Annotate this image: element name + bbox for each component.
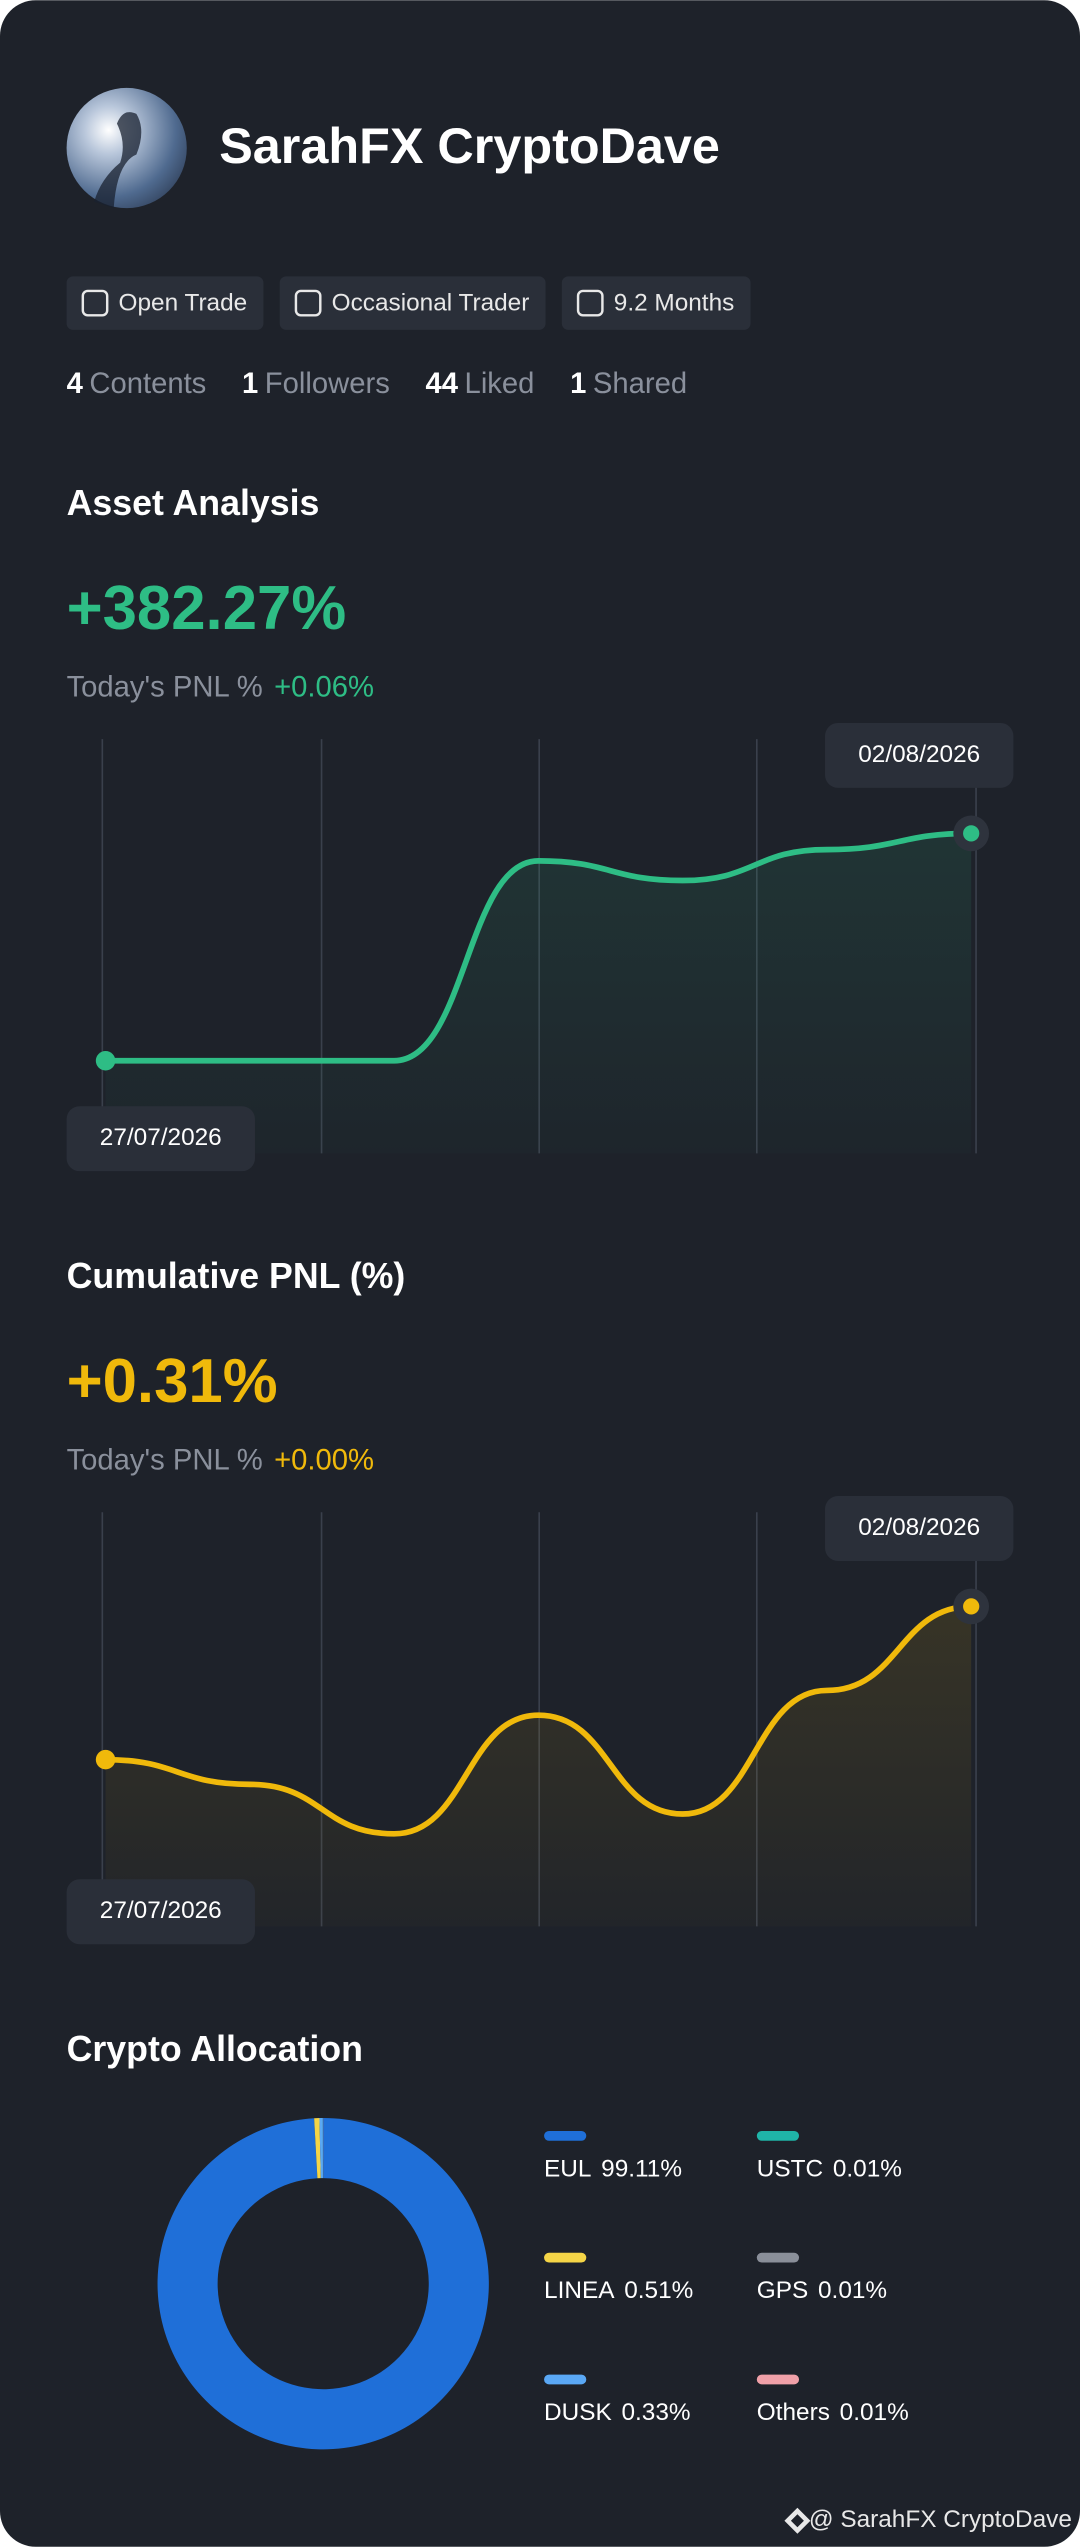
legend-value: 0.33% [621,2399,690,2426]
stat-label: Liked [465,368,535,400]
stat-value: 1 [570,368,586,400]
line [105,830,972,1064]
date-callout-bg [66,1106,255,1172]
donut-slice [319,2118,323,2179]
line [105,1603,972,1837]
badges: Open Trade Occasional Trader 9.2 Months [66,276,751,330]
charts: Asset Analysis +382.27% Today's PNL % +0.06… [67,483,1014,2450]
legend-label: EUL [544,2155,591,2182]
today-pnl-value: +0.06% [274,672,374,704]
allocation-section: Crypto Allocation EUL 99.11% LINEA 0.51% DUSK… [67,2029,909,2450]
section-title: Asset Analysis [67,483,320,523]
legend-swatch [756,2131,800,2141]
badge-icon [81,289,109,317]
end-point [963,825,980,842]
legend-swatch [544,2131,587,2141]
footer-text: @ SarahFX CryptoDave [809,2506,1072,2533]
badge[interactable]: Open Trade [66,276,264,330]
area [105,833,972,1154]
start-point [95,1749,116,1770]
stat-value: 4 [67,368,84,400]
legend-swatch [544,2374,587,2385]
legend-value: 99.11% [601,2155,682,2182]
legend-label: LINEA [544,2277,615,2304]
headline-value: +0.31% [67,1347,278,1416]
badge-bg [66,276,264,330]
legend-value: 0.01% [833,2155,902,2182]
legend-swatch [756,2252,800,2263]
stat-label: Contents [89,368,206,400]
headline-value: +382.27% [67,574,347,643]
footer-logo [784,2507,811,2534]
date-callout: 02/08/2026 [858,1514,980,1541]
donut-slice [157,2118,489,2450]
stat-label: Shared [593,368,687,400]
section-title: Cumulative PNL (%) [67,1256,406,1296]
badge-label: Occasional Trader [332,289,530,316]
date-callout: 02/08/2026 [858,741,980,768]
stat-value: 44 [426,368,459,400]
badge-bg [279,276,546,330]
footer: @ SarahFX CryptoDave [784,2506,1072,2534]
legend-value: 0.51% [624,2277,693,2304]
stat-label: Followers [265,368,390,400]
area [105,1606,972,1927]
date-callout-bg [66,1879,255,1945]
stats: 4 Contents 1 Followers 44 Liked 1 Shared [67,368,688,400]
avatar-figure [94,112,142,209]
today-pnl-label: Today's PNL % [67,1445,263,1477]
badge-label: 9.2 Months [614,289,735,316]
line-chart-section: Asset Analysis +382.27% Today's PNL % +0.06… [66,483,1014,1172]
end-point [963,1598,980,1615]
legend-label: USTC [757,2155,823,2182]
legend-label: Others [757,2399,830,2426]
date-callout: 27/07/2026 [100,1124,222,1151]
date-callout-bg [825,1495,1014,1561]
legend-swatch [544,2252,587,2263]
legend-label: DUSK [544,2399,612,2426]
badge-label: Open Trade [119,289,248,316]
section-title: Crypto Allocation [67,2029,363,2069]
badge[interactable]: 9.2 Months [561,276,751,330]
legend-value: 0.01% [840,2399,909,2426]
date-callout: 27/07/2026 [100,1897,222,1924]
user-name: SarahFX CryptoDave [219,117,720,174]
badge-icon [294,289,322,317]
badge-bg [561,276,751,330]
stat-value: 1 [242,368,258,400]
start-point [95,1051,116,1071]
date-callout-bg [825,722,1014,788]
legend-value: 0.01% [818,2277,887,2304]
today-pnl-label: Today's PNL % [67,672,263,704]
donut-slice [314,2118,321,2179]
legend-label: GPS [757,2277,808,2304]
legend-swatch [756,2374,800,2385]
today-pnl-value: +0.00% [274,1445,374,1477]
badge-icon [576,289,604,317]
badge[interactable]: Occasional Trader [279,276,546,330]
line-chart-section: Cumulative PNL (%) +0.31% Today's PNL % +0.… [66,1256,1014,1945]
